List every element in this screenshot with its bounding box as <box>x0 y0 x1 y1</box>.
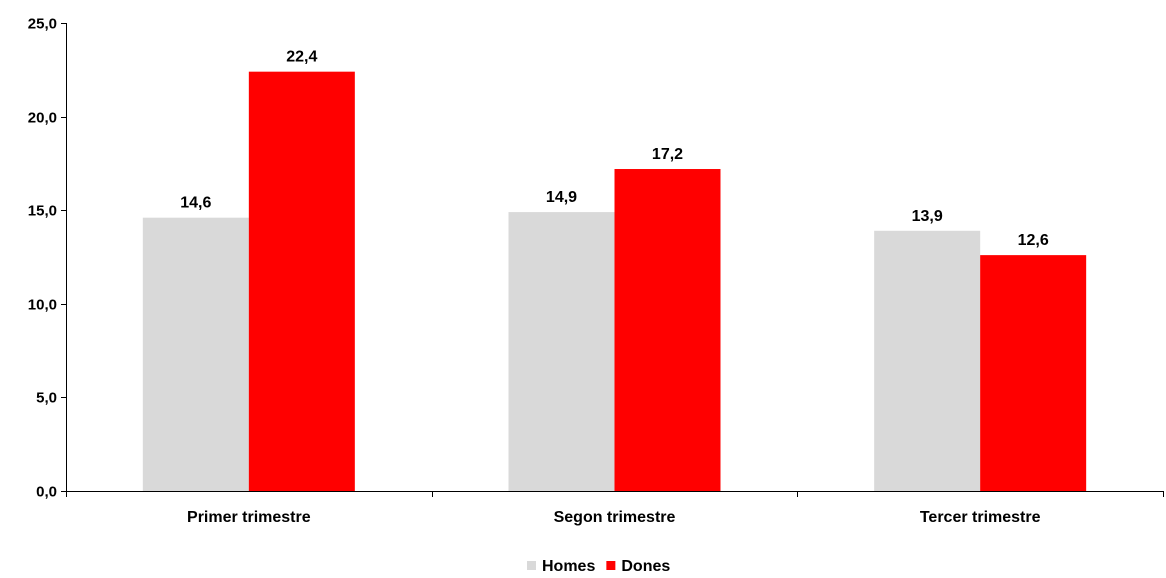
data-label-dones-2: 17,2 <box>652 146 683 163</box>
y-tick-label: 20,0 <box>28 110 57 127</box>
x-tick-label: Tercer trimestre <box>920 509 1041 526</box>
bar-homes-2 <box>508 212 615 491</box>
bar-dones-3 <box>980 255 1087 491</box>
y-tick-label: 5,0 <box>36 390 57 407</box>
y-axis: 0,0 5,0 10,0 15,0 20,0 25,0 <box>28 16 67 501</box>
data-label-dones-1: 22,4 <box>286 49 317 66</box>
data-label-homes-3: 13,9 <box>912 208 943 225</box>
legend-label-dones: Dones <box>621 558 670 575</box>
bar-homes-3 <box>874 230 981 492</box>
legend-swatch-homes <box>527 561 536 570</box>
bar-homes-1 <box>142 217 249 492</box>
legend: Homes Dones <box>527 558 670 575</box>
data-label-homes-2: 14,9 <box>546 189 577 206</box>
legend-label-homes: Homes <box>542 558 595 575</box>
bar-dones-1 <box>248 71 355 491</box>
x-tick-label: Segon trimestre <box>554 509 676 526</box>
data-label-dones-3: 12,6 <box>1018 232 1049 249</box>
y-tick-label: 15,0 <box>28 203 57 220</box>
bars <box>142 71 1087 492</box>
y-tick-label: 10,0 <box>28 297 57 314</box>
legend-swatch-dones <box>606 561 616 570</box>
data-label-homes-1: 14,6 <box>180 195 211 212</box>
data-labels: 14,6 22,4 14,9 17,2 13,9 12,6 <box>180 49 1049 249</box>
y-tick-label: 0,0 <box>36 484 57 501</box>
x-axis: Primer trimestre Segon trimestre Tercer tr… <box>66 491 1164 526</box>
bar-dones-2 <box>614 169 721 492</box>
y-tick-label: 25,0 <box>28 16 57 33</box>
x-tick-label: Primer trimestre <box>187 509 311 526</box>
